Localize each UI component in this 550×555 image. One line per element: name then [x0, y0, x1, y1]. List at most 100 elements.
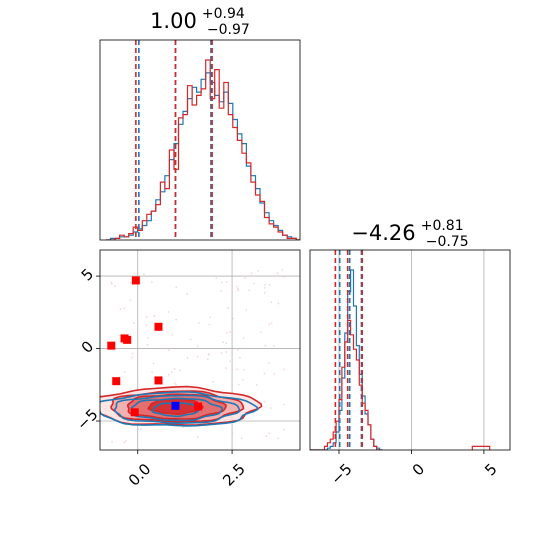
- scatter-point: [268, 283, 271, 286]
- scatter-point: [129, 282, 132, 284]
- scatter-point: [245, 308, 248, 311]
- scatter-point: [229, 360, 231, 363]
- scatter-point: [269, 407, 272, 409]
- scatter-point: [231, 432, 234, 435]
- scatter-point: [162, 347, 165, 350]
- scatter-point: [250, 272, 253, 275]
- scatter-point: [282, 368, 285, 371]
- scatter-point: [273, 344, 275, 347]
- marker-0: [131, 276, 140, 285]
- marker-4: [107, 341, 116, 350]
- histogram-y-outlier-bump: [471, 445, 491, 450]
- tick-label-x-0: 0.0: [125, 460, 155, 490]
- scatter-point: [263, 286, 266, 289]
- scatter-point: [173, 382, 176, 384]
- title-x-upper: +0.94: [202, 6, 245, 22]
- scatter-point: [123, 371, 126, 373]
- scatter-point: [168, 349, 170, 352]
- scatter-point: [110, 283, 113, 285]
- scatter-point: [263, 292, 266, 294]
- scatter-point: [196, 355, 199, 358]
- scatter-point: [283, 403, 286, 406]
- scatter-point: [242, 337, 245, 340]
- scatter-point: [179, 369, 182, 372]
- blue-contour-3: [100, 390, 259, 427]
- scatter-point: [137, 428, 139, 431]
- tick-label-br-2: 5: [481, 460, 500, 479]
- scatter-point: [145, 324, 148, 327]
- histogram-x-series-1: [106, 59, 300, 240]
- scatter-point: [173, 368, 176, 370]
- scatter-point: [170, 371, 173, 373]
- scatter-point: [229, 331, 232, 334]
- scatter-point: [270, 301, 273, 304]
- histogram-panel-x-title: 1.00 +0.94 −0.97: [150, 3, 250, 38]
- scatter-point: [146, 343, 149, 346]
- scatter-point: [133, 322, 135, 325]
- scatter-point: [215, 277, 218, 280]
- scatter-point: [131, 352, 134, 355]
- scatter-point: [151, 281, 153, 283]
- scatter-point: [264, 283, 266, 286]
- tick-label-br-0: −5: [327, 460, 355, 488]
- scatter-point: [110, 281, 113, 284]
- scatter-point: [220, 352, 223, 354]
- scatter-point: [167, 311, 170, 313]
- scatter-point: [276, 437, 279, 440]
- scatter-point: [263, 400, 266, 403]
- scatter-point: [186, 357, 189, 359]
- scatter-point: [241, 378, 244, 381]
- scatter-point: [175, 318, 178, 321]
- contour-panel-frame: [99, 249, 301, 451]
- blue-contour-2: [113, 394, 241, 425]
- scatter-point: [237, 383, 240, 386]
- scatter-point: [212, 380, 215, 383]
- scatter-point: [206, 358, 209, 361]
- marker-1: [154, 322, 163, 331]
- scatter-point: [196, 436, 199, 438]
- scatter-point: [248, 289, 251, 292]
- title-y-lower: −0.75: [426, 234, 469, 250]
- scatter-point: [268, 432, 271, 435]
- scatter-point: [129, 299, 132, 302]
- tick-label-y-0: −5: [73, 405, 101, 433]
- scatter-point: [244, 277, 247, 280]
- scatter-point: [225, 281, 228, 283]
- scatter-point: [198, 322, 200, 324]
- scatter-point: [125, 440, 127, 443]
- marker-6: [154, 376, 163, 385]
- scatter-point: [268, 323, 271, 326]
- scatter-point: [239, 356, 241, 359]
- scatter-point: [208, 323, 211, 326]
- tick-label-y-2: 5: [78, 265, 97, 284]
- scatter-point: [227, 307, 230, 309]
- scatter-point: [111, 440, 113, 443]
- scatter-point: [123, 307, 126, 310]
- blue-contour-0: [151, 402, 200, 418]
- histogram-y-series-0: [310, 269, 383, 450]
- scatter-point: [236, 285, 238, 288]
- scatter-point: [232, 317, 234, 320]
- scatter-point: [281, 268, 284, 271]
- scatter-point: [225, 331, 228, 334]
- scatter-point: [222, 341, 224, 344]
- title-y-median: −4.26: [351, 221, 415, 245]
- scatter-point: [255, 384, 258, 386]
- histogram-panel-x: 1.00 +0.94 −0.97: [99, 3, 301, 241]
- scatter-point: [282, 275, 285, 278]
- scatter-point: [145, 316, 148, 318]
- scatter-point: [196, 344, 199, 347]
- marker-9: [171, 401, 180, 410]
- scatter-point: [151, 371, 153, 374]
- scatter-point: [152, 362, 155, 365]
- scatter-point: [220, 281, 223, 284]
- scatter-point: [207, 353, 210, 356]
- scatter-point: [276, 272, 279, 275]
- scatter-point: [225, 351, 228, 353]
- scatter-point: [257, 269, 259, 272]
- scatter-point: [265, 435, 268, 438]
- scatter-point: [189, 338, 192, 341]
- scatter-point: [175, 383, 177, 386]
- marker-5: [112, 377, 121, 386]
